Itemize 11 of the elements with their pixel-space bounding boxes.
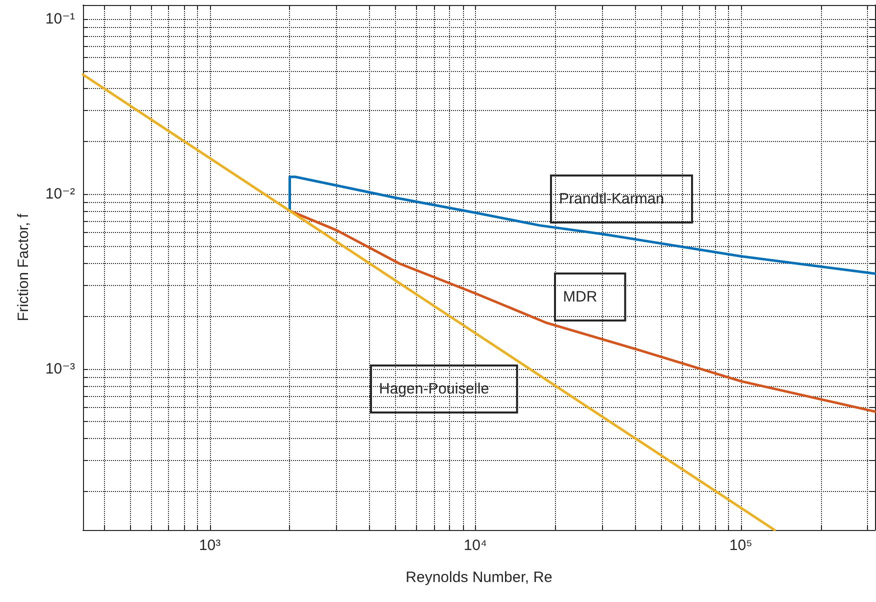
x-axis-title: Reynolds Number, Re xyxy=(406,569,552,586)
annotation: Prandtl-Karman xyxy=(559,190,664,208)
x-tick-label: 10⁴ xyxy=(464,537,487,554)
x-tick-label: 10⁵ xyxy=(729,537,752,554)
x-tick-label: 10³ xyxy=(198,537,221,554)
annotation: Hagen-Pouiselle xyxy=(379,380,490,398)
y-tick-label: 10⁻² xyxy=(45,185,75,202)
y-tick-label: 10⁻³ xyxy=(45,360,75,378)
annotation: MDR xyxy=(563,288,598,306)
y-tick-label: 10⁻¹ xyxy=(45,10,75,28)
y-axis-title: Friction Factor, f xyxy=(15,212,32,322)
